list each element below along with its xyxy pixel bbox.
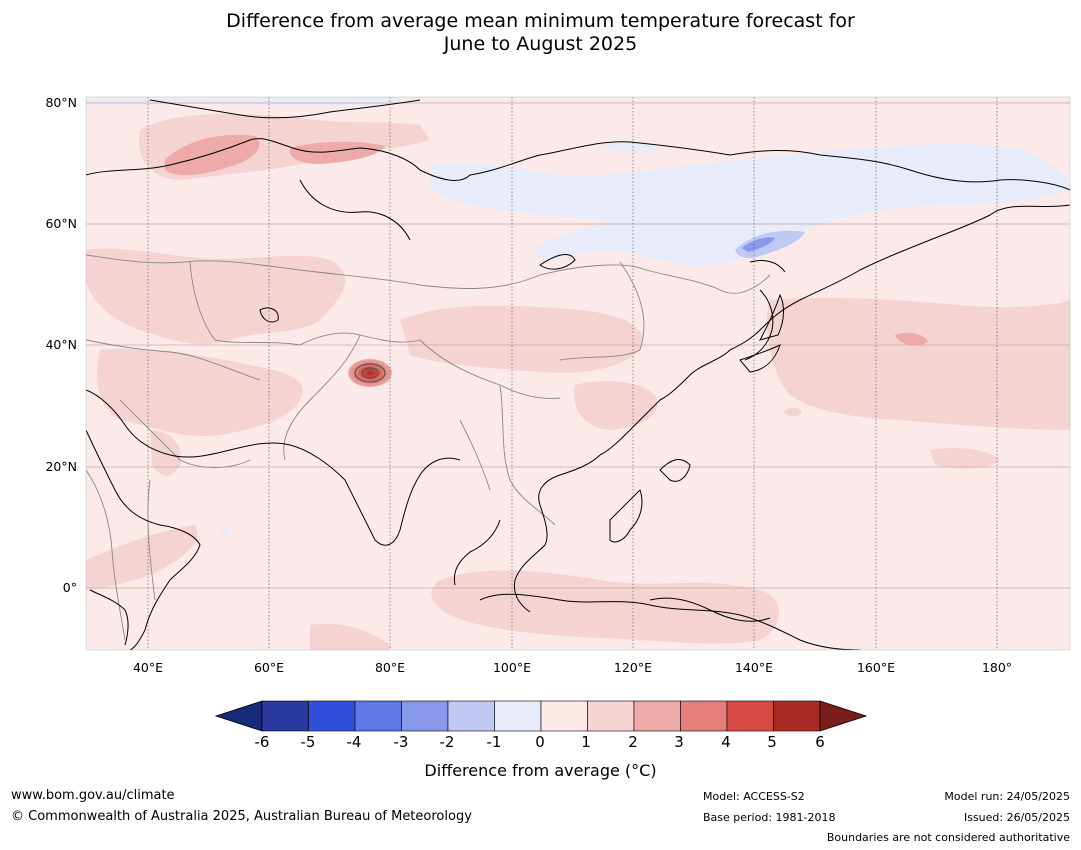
lon-label-160e: 160°E	[856, 660, 895, 675]
colorbar-tick: 1	[581, 733, 591, 751]
map-title: Difference from average mean minimum tem…	[0, 10, 1081, 56]
colorbar-cell	[633, 700, 681, 732]
boundaries-disclaimer: Boundaries are not considered authoritat…	[826, 831, 1070, 844]
colorbar-tick: 6	[815, 733, 825, 751]
lat-label-20n: 20°N	[45, 459, 77, 474]
colorbar-label: Difference from average (°C)	[424, 761, 657, 780]
colorbar-cell	[401, 700, 449, 732]
anomaly-minus-2-to-minus-1	[735, 230, 805, 258]
colorbar-tick: -4	[346, 733, 362, 751]
colorbar-underflow-arrow	[214, 700, 263, 732]
title-line-2: June to August 2025	[443, 33, 638, 55]
anomaly-1-to-2	[86, 113, 1070, 650]
lon-label-120e: 120°E	[613, 660, 652, 675]
colorbar-tick: 0	[535, 733, 545, 751]
colorbar-cell	[726, 700, 774, 732]
issued-date: Issued: 26/05/2025	[963, 811, 1070, 824]
model-name: Model: ACCESS-S2	[703, 790, 805, 803]
lat-label-80n: 80°N	[45, 95, 77, 110]
colorbar-cell	[773, 700, 821, 732]
colorbar	[214, 700, 868, 732]
hotspot-contours	[354, 363, 386, 383]
copyright-notice: © Commonwealth of Australia 2025, Austra…	[11, 809, 472, 824]
colorbar-tick: 4	[721, 733, 731, 751]
colorbar-tick: -6	[254, 733, 270, 751]
lat-label-40n: 40°N	[45, 337, 77, 352]
lon-label-100e: 100°E	[492, 660, 531, 675]
map-frame	[85, 96, 1071, 651]
map-panel	[86, 97, 1070, 650]
colorbar-cell	[308, 700, 356, 732]
country-borders	[86, 254, 771, 641]
colorbar-tick: 2	[628, 733, 638, 751]
hotspot-anomaly	[348, 359, 392, 387]
title-line-1: Difference from average mean minimum tem…	[226, 10, 855, 32]
colorbar-cell	[447, 700, 495, 732]
colorbar-cell	[261, 700, 309, 732]
coastlines	[86, 99, 1070, 650]
longitude-gridlines	[147, 97, 998, 650]
colorbar-cell	[680, 700, 728, 732]
colorbar-cell	[494, 700, 542, 732]
base-period: Base period: 1981-2018	[703, 811, 836, 824]
model-run-date: Model run: 24/05/2025	[944, 790, 1070, 803]
lon-label-180: 180°	[981, 660, 1013, 675]
lon-label-80e: 80°E	[374, 660, 406, 675]
colorbar-cells	[261, 700, 821, 732]
anomaly-minus-3-to-minus-2	[742, 237, 775, 252]
latitude-gridlines	[86, 102, 1070, 589]
website-link[interactable]: www.bom.gov.au/climate	[11, 788, 175, 803]
lat-label-0: 0°	[62, 580, 77, 595]
colorbar-tick: 5	[767, 733, 777, 751]
colorbar-cell	[587, 700, 635, 732]
lon-label-40e: 40°E	[132, 660, 164, 675]
colorbar-tick: -5	[300, 733, 316, 751]
colorbar-tick: 3	[674, 733, 684, 751]
colorbar-tick: -1	[486, 733, 502, 751]
colorbar-cell	[540, 700, 588, 732]
lat-label-60n: 60°N	[45, 216, 77, 231]
lon-label-140e: 140°E	[734, 660, 773, 675]
colorbar-cell	[354, 700, 402, 732]
colorbar-tick: -3	[393, 733, 409, 751]
colorbar-tick: -2	[439, 733, 455, 751]
colorbar-overflow-arrow	[819, 700, 868, 732]
lon-label-60e: 60°E	[253, 660, 285, 675]
